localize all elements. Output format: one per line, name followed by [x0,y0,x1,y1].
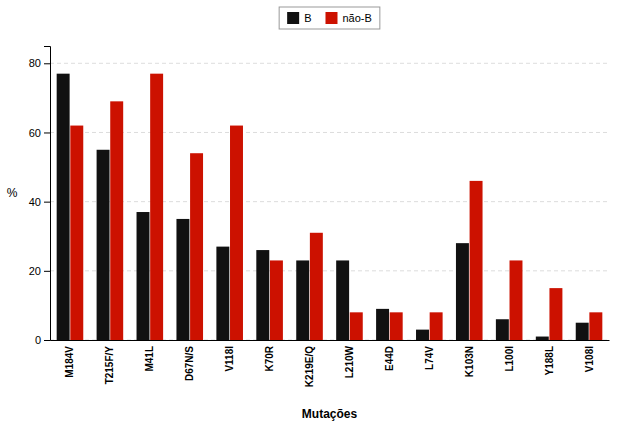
x-tick-label: L210W [344,345,355,378]
grid [50,63,609,340]
y-tick: 60 [29,126,50,138]
legend-label: B [304,12,311,24]
bar [510,260,523,340]
y-tick-mark [44,340,50,341]
x-tick-label: K70R [264,345,275,371]
y-tick-label: 20 [29,265,41,277]
x-tick-label: E44D [384,346,395,371]
x-tick-label: V108I [584,346,595,372]
bar [390,312,403,340]
bar [536,337,549,340]
grid-line [50,201,609,202]
x-tick: E44D [384,346,395,371]
bar [350,312,363,340]
x-tick-label: T215F/Y [104,346,115,385]
bar [310,233,323,340]
bar [190,153,203,340]
bar [496,319,509,340]
chart: 0 20 40 60 80 M184V T215F/Y M41L D67N/S V118I K70R… [0,0,627,426]
x-tick-label: Y188L [544,346,555,375]
bar [216,247,229,340]
y-tick-label: 80 [29,57,41,69]
legend-label: não-B [342,12,371,24]
y-tick-mark [44,63,50,64]
bar [270,260,283,340]
bar [150,74,163,340]
grid-line [50,340,609,341]
legend-swatch [287,12,299,24]
x-tick: V118I [224,346,235,372]
x-tick: Y188L [544,346,555,375]
y-tick: 20 [29,265,50,277]
x-tick: K219E/Q [304,346,315,387]
x-tick: M184V [64,346,75,378]
x-tick-label: K219E/Q [304,346,315,387]
legend-item: B [287,12,311,24]
bar [70,126,83,340]
bar [256,250,269,340]
bar [589,312,602,340]
legend-item: não-B [325,12,371,24]
bar [376,309,389,340]
y-tick-label: 60 [29,126,41,138]
x-tick-label: V118I [224,346,235,372]
legend-frame [279,7,380,29]
plot: 0 20 40 60 80 M184V T215F/Y M41L D67N/S V118I K70R… [29,47,610,388]
bar [470,181,483,340]
bar [336,260,349,340]
y-tick: 0 [35,334,50,346]
x-tick: K70R [264,345,275,371]
x-tick-label: M41L [144,346,155,372]
bar [230,126,243,340]
y-tick: 80 [29,57,50,69]
bar [456,243,469,340]
bar [57,74,70,340]
bar [430,312,443,340]
x-tick-label: K103N [464,346,475,377]
y-axis-line [44,47,51,341]
x-tick: D67N/S [184,346,195,381]
bar [576,323,589,340]
y-axis: 0 20 40 60 80 [29,47,51,347]
bar [296,260,309,340]
bar [176,219,189,340]
bar-series [57,74,589,340]
x-tick: K103N [464,346,475,377]
x-tick-label: L100I [504,346,515,372]
y-axis-title: % [7,186,18,200]
x-tick: T215F/Y [104,346,115,385]
y-tick-label: 40 [29,196,41,208]
x-axis-line [51,340,610,341]
y-tick: 40 [29,196,50,208]
bar [137,212,150,340]
bar [110,101,123,340]
bar [97,150,110,340]
bar-series [70,74,602,340]
y-tick-mark [44,202,50,203]
grid-line [50,63,609,64]
x-tick-label: M184V [64,346,75,378]
x-tick: L210W [344,345,355,378]
x-tick-label: D67N/S [184,346,195,381]
x-axis-title: Mutações [302,407,358,421]
bar [416,330,429,340]
x-tick: M41L [144,346,155,372]
grid-line [50,270,609,271]
y-tick-mark [44,271,50,272]
x-tick: V108I [584,346,595,372]
legend-swatch [325,12,337,24]
x-axis: M184V T215F/Y M41L D67N/S V118I K70R K219E/Q L2… [51,341,610,388]
x-tick-label: L74V [424,346,435,370]
bars [57,74,603,340]
y-tick-mark [44,132,50,133]
bar [549,288,562,340]
grid-line [50,132,609,133]
legend: Bnão-B [279,7,380,29]
y-tick-label: 0 [35,334,41,346]
x-tick: L100I [504,346,515,372]
x-tick: L74V [424,346,435,370]
